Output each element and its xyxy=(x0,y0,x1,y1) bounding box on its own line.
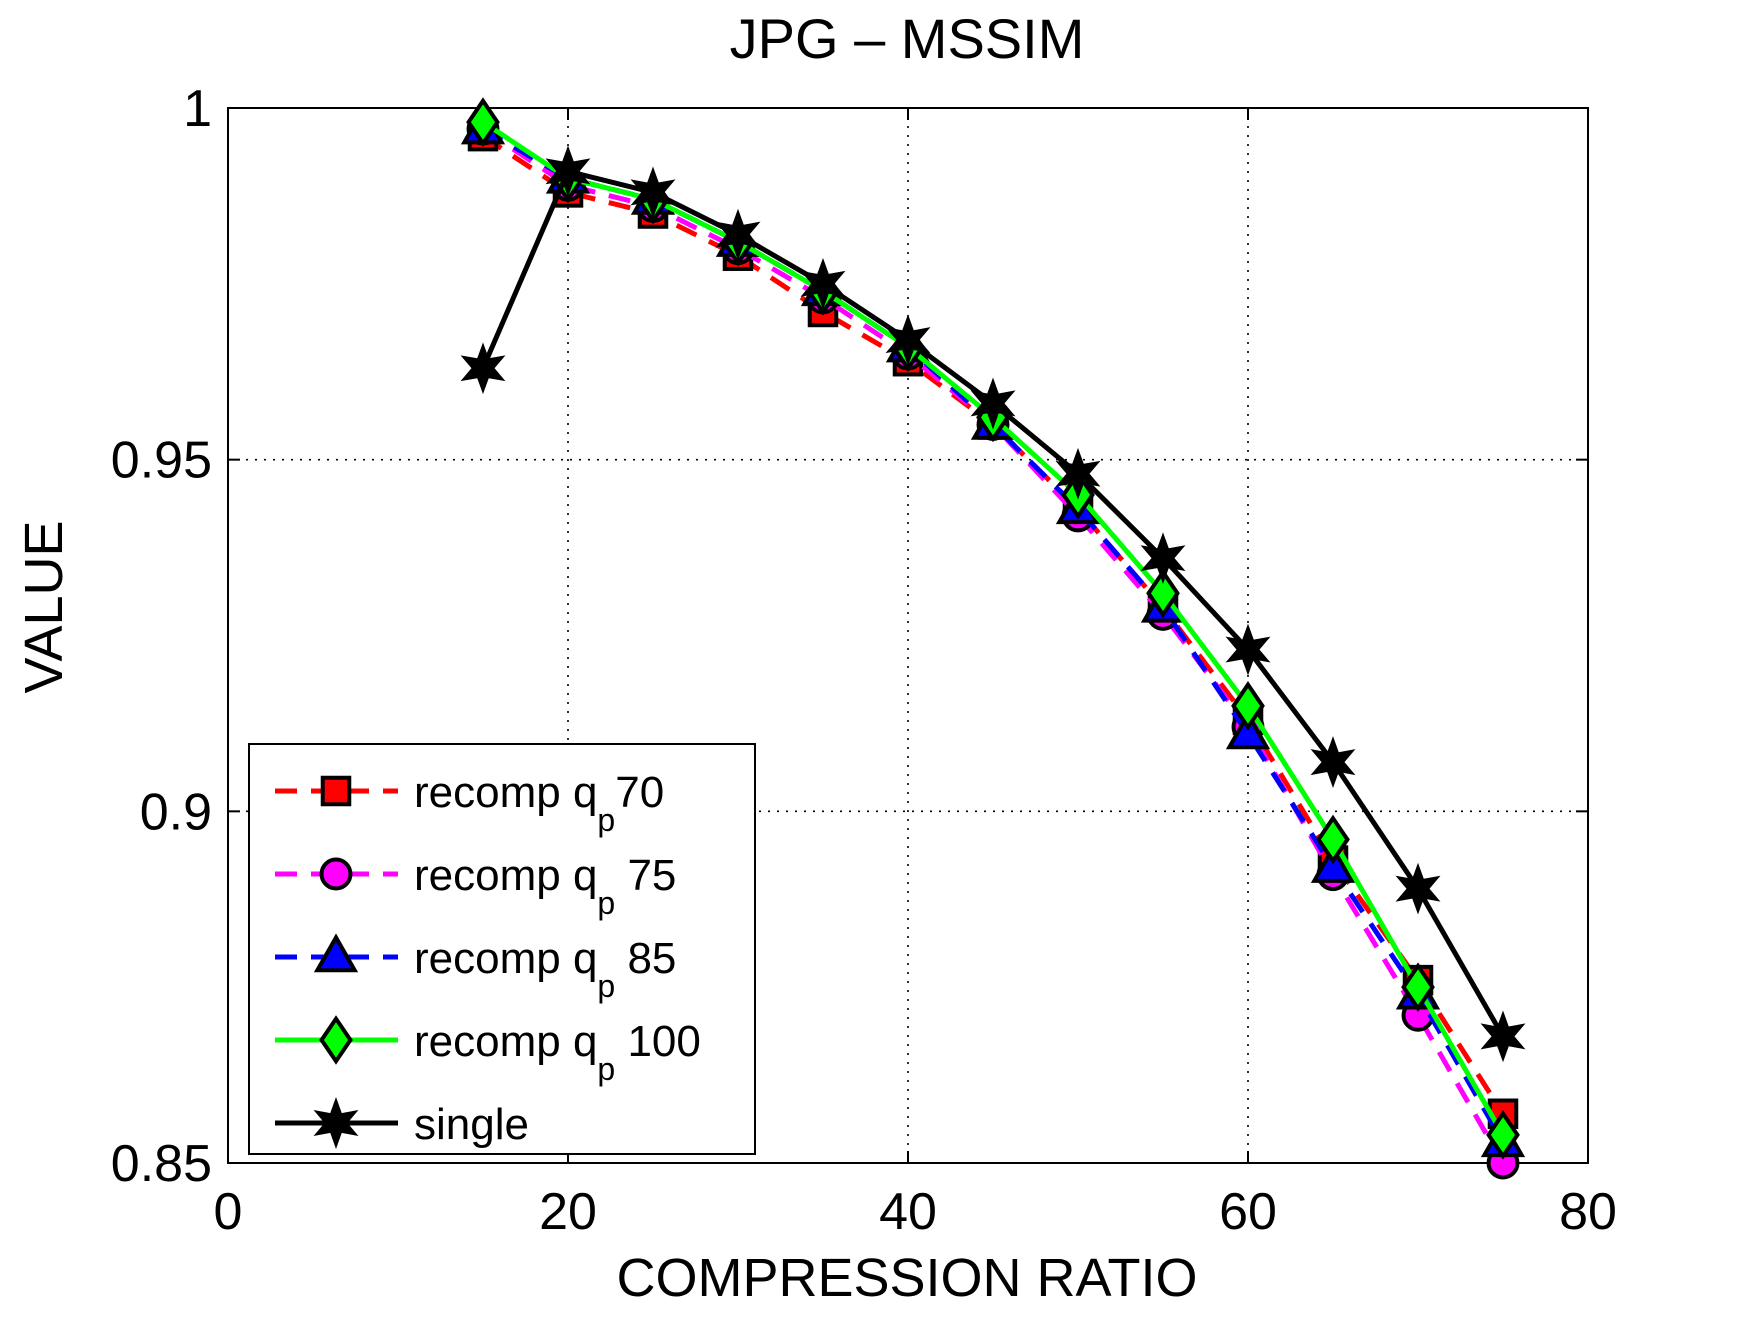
data-point xyxy=(1225,623,1271,676)
legend-label: recomp qp70 xyxy=(414,768,664,838)
legend-marker xyxy=(313,933,359,973)
data-point xyxy=(970,377,1016,430)
legend-item: recomp qp 100 xyxy=(275,1015,701,1087)
data-point xyxy=(715,208,761,261)
data-point xyxy=(1480,1010,1526,1063)
series-4 xyxy=(460,145,1526,1063)
data-point xyxy=(1486,1110,1520,1160)
legend-item: recomp qp 85 xyxy=(275,933,676,1004)
legend-label: single xyxy=(414,1100,529,1149)
data-point xyxy=(1310,736,1356,788)
x-tick-label: 0 xyxy=(214,1183,243,1241)
y-tick-label: 0.85 xyxy=(111,1135,212,1193)
x-tick-label: 60 xyxy=(1219,1183,1277,1241)
chart-title: JPG – MSSIM xyxy=(730,7,1085,70)
data-point xyxy=(885,314,931,367)
legend-label: recomp qp 100 xyxy=(414,1017,701,1087)
ticks: 0 20 40 60 80 0.85 0.9 0.95 1 xyxy=(111,80,1617,1241)
legend: recomp qp70 recomp qp 75 recomp qp 85 recom… xyxy=(248,743,756,1155)
legend-item: recomp qp 75 xyxy=(275,851,676,921)
legend-marker xyxy=(313,1097,359,1149)
x-axis-label: COMPRESSION RATIO xyxy=(616,1248,1197,1308)
x-tick-label: 80 xyxy=(1559,1183,1617,1241)
data-point xyxy=(1401,962,1435,1012)
data-point xyxy=(1055,447,1101,500)
x-tick-label: 40 xyxy=(879,1183,937,1241)
data-point xyxy=(1316,814,1350,865)
data-point xyxy=(1146,568,1180,619)
y-axis-label: VALUE xyxy=(14,520,74,693)
data-point xyxy=(1140,532,1186,585)
data-point xyxy=(1225,710,1271,750)
legend-label: recomp qp 85 xyxy=(414,934,676,1004)
data-point xyxy=(630,166,676,219)
series-layer xyxy=(460,97,1526,1180)
data-point xyxy=(1395,862,1441,915)
y-tick-label: 0.95 xyxy=(111,432,212,490)
x-tick-label: 20 xyxy=(539,1183,597,1241)
data-point xyxy=(545,145,591,198)
legend-item: single xyxy=(275,1097,529,1149)
data-point xyxy=(800,257,846,310)
data-point xyxy=(1231,681,1265,731)
legend-marker xyxy=(319,1015,353,1065)
y-tick-label: 1 xyxy=(183,80,212,138)
legend-marker xyxy=(319,857,353,891)
y-tick-label: 0.9 xyxy=(140,783,212,841)
legend-marker xyxy=(320,775,352,807)
legend-item: recomp qp70 xyxy=(275,768,664,838)
data-point xyxy=(1310,844,1356,883)
data-point xyxy=(460,342,506,395)
data-point xyxy=(466,97,500,147)
legend-label: recomp qp 75 xyxy=(414,851,676,921)
